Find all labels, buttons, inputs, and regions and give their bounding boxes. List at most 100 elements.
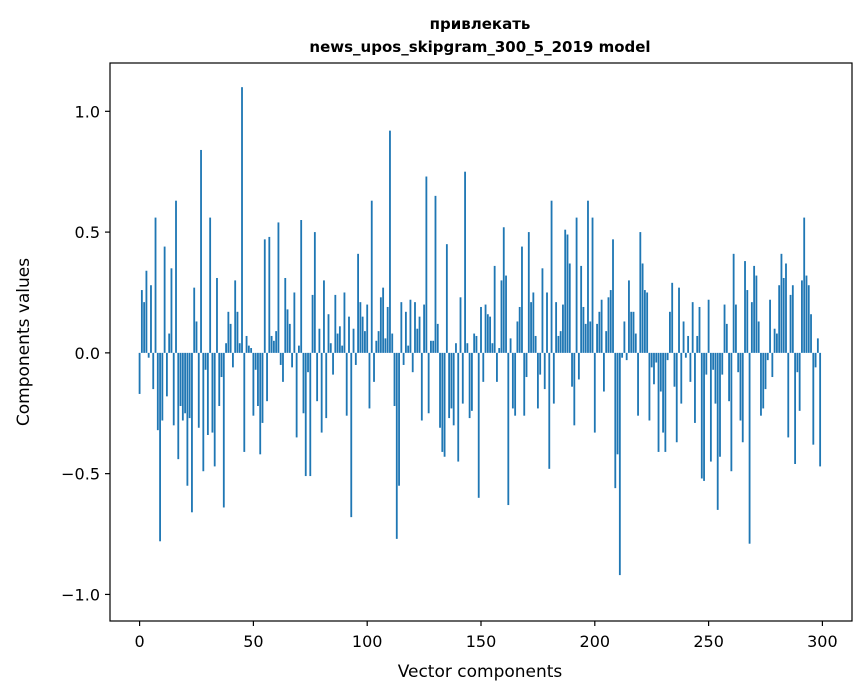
bar: [282, 352, 284, 382]
bar: [778, 285, 781, 353]
bar: [775, 333, 778, 353]
bar: [450, 352, 453, 409]
bar: [664, 352, 667, 452]
bar: [598, 311, 601, 353]
y-tick-label: 0.5: [75, 223, 100, 242]
bar: [268, 236, 271, 353]
bar: [816, 338, 819, 353]
bar: [502, 227, 505, 353]
bar: [803, 217, 806, 353]
bar: [573, 352, 576, 426]
plot-frame: [109, 62, 853, 622]
bar: [737, 352, 740, 373]
bar: [607, 297, 610, 353]
bar: [368, 352, 371, 409]
bar: [680, 352, 683, 404]
bar: [416, 328, 419, 353]
bar: [168, 333, 171, 353]
bar: [165, 352, 168, 397]
bar: [480, 306, 482, 353]
bar: [156, 352, 159, 431]
bar: [211, 352, 214, 433]
bar: [771, 352, 774, 378]
bar: [591, 217, 594, 353]
bar: [814, 352, 817, 368]
bar: [589, 321, 592, 353]
bar: [725, 323, 728, 353]
y-axis-ticks: 1.0 0.5 0.0 −0.5 −1.0: [61, 102, 110, 604]
bar: [580, 265, 583, 353]
bar: [521, 246, 523, 353]
bar: [739, 352, 742, 421]
bar: [691, 302, 694, 353]
bar: [209, 217, 212, 353]
bar: [700, 352, 703, 479]
bar: [571, 352, 573, 387]
bar: [439, 352, 441, 428]
bar: [320, 352, 323, 433]
bar: [270, 335, 273, 353]
bar: [395, 352, 398, 539]
bar: [746, 290, 749, 353]
bar: [407, 345, 410, 353]
bar: [459, 297, 462, 353]
bar: [177, 352, 180, 460]
bar: [596, 323, 598, 353]
x-tick-label: 50: [243, 632, 263, 651]
bar: [819, 352, 822, 467]
bar: [466, 343, 469, 353]
bar: [263, 239, 266, 353]
bar: [593, 352, 596, 433]
bar: [254, 352, 257, 370]
bar: [461, 352, 464, 404]
bar: [247, 345, 250, 353]
bar: [687, 335, 690, 353]
bar: [316, 352, 319, 402]
bar: [735, 304, 737, 353]
bar: [787, 352, 790, 438]
bar: [307, 352, 309, 373]
bar: [659, 352, 662, 392]
bar: [782, 277, 785, 353]
bar: [694, 352, 696, 423]
bar: [805, 275, 808, 353]
bar: [348, 316, 350, 353]
bar: [650, 352, 653, 368]
bar: [386, 306, 389, 353]
bar: [587, 200, 589, 353]
bar: [605, 331, 608, 353]
bar: [186, 352, 189, 486]
bar: [546, 292, 548, 353]
bar: [161, 352, 164, 421]
bar: [359, 302, 362, 353]
bar: [575, 217, 578, 353]
bar: [616, 352, 619, 455]
bar: [753, 265, 756, 353]
bar: [341, 345, 344, 353]
bar: [582, 306, 585, 353]
bar: [470, 352, 473, 411]
bar: [678, 287, 680, 353]
bar: [603, 352, 605, 392]
bar: [509, 338, 512, 353]
x-axis-ticks: 0 50 100 150 200 250 300: [134, 621, 838, 651]
bar: [411, 352, 414, 373]
bar: [614, 352, 617, 489]
bar: [498, 348, 501, 353]
bar: [323, 280, 325, 353]
bar: [423, 304, 426, 353]
bar: [657, 352, 660, 452]
bar: [559, 331, 562, 353]
bar: [750, 302, 753, 353]
bar: [252, 352, 255, 416]
bar: [764, 352, 767, 390]
y-tick-label: 0.0: [75, 344, 100, 363]
bar: [682, 321, 685, 353]
chart-title-model: news_upos_skipgram_300_5_2019 model: [309, 38, 650, 56]
bar: [675, 352, 678, 443]
bar: [532, 292, 535, 353]
bar: [338, 326, 341, 353]
bar: [486, 314, 489, 353]
bar: [345, 352, 348, 416]
